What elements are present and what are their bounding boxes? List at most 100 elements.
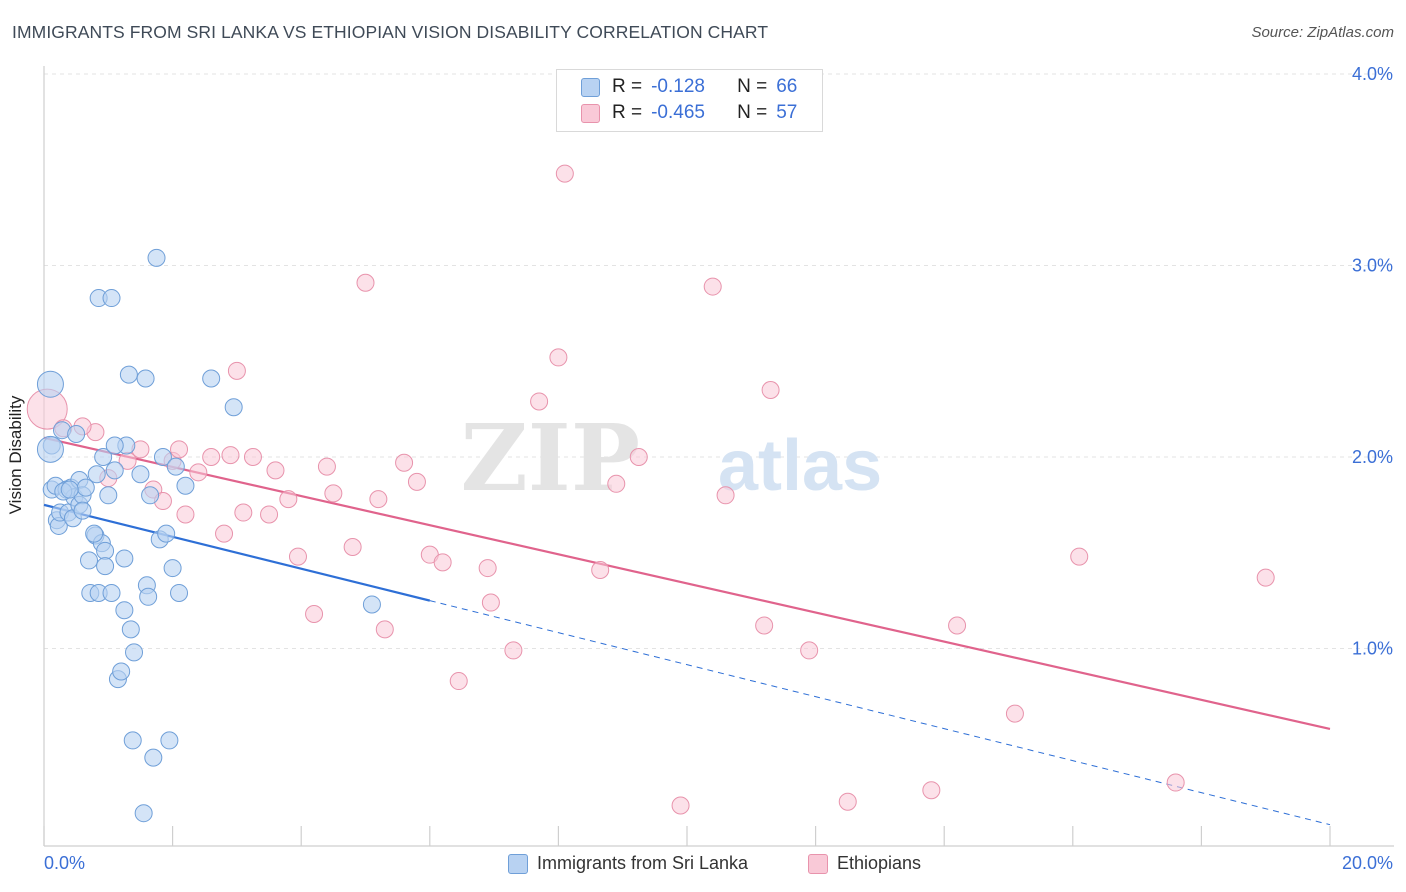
ethiopians-point bbox=[375, 620, 394, 639]
sri-lanka-point bbox=[36, 435, 64, 463]
legend-r-value: -0.465 bbox=[651, 102, 705, 123]
ethiopians-point bbox=[838, 792, 857, 811]
sri-lanka-point bbox=[112, 662, 131, 681]
sri-lanka-point bbox=[160, 731, 179, 750]
watermark-atlas: atlas bbox=[718, 426, 882, 506]
ethiopians-point bbox=[800, 641, 819, 660]
x-tick-label: 0.0% bbox=[44, 853, 85, 873]
ethiopians-point bbox=[356, 273, 375, 292]
ethiopians-point bbox=[1166, 773, 1185, 792]
sri-lanka-point bbox=[163, 559, 182, 578]
series-label: Immigrants from Sri Lanka bbox=[537, 853, 749, 873]
ethiopians-point bbox=[395, 453, 414, 472]
y-tick-label: 3.0% bbox=[1352, 256, 1393, 276]
ethiopians-point bbox=[922, 781, 941, 800]
sri-lanka-point bbox=[105, 436, 124, 455]
ethiopians-point bbox=[288, 547, 307, 566]
sri-lanka-point bbox=[202, 369, 221, 388]
ethiopians-point bbox=[555, 164, 574, 183]
ethiopians-point bbox=[227, 361, 246, 380]
sri-lanka-point bbox=[60, 480, 79, 499]
sri-lanka-point bbox=[96, 541, 115, 560]
ethiopians-point bbox=[260, 505, 279, 524]
series-legend-ethiopians[interactable]: Ethiopians bbox=[808, 853, 921, 874]
sri-lanka-trendline-extension bbox=[429, 600, 1331, 826]
ethiopians-point bbox=[215, 524, 234, 543]
y-tick-label: 1.0% bbox=[1352, 639, 1393, 659]
ethiopians-point bbox=[481, 593, 500, 612]
ethiopians-point bbox=[343, 538, 362, 557]
legend-swatch-blue bbox=[581, 77, 600, 97]
ethiopians-point bbox=[948, 616, 967, 635]
sri-lanka-point bbox=[157, 524, 176, 543]
sri-lanka-point bbox=[99, 486, 118, 505]
sri-lanka-point bbox=[153, 448, 172, 466]
ethiopians-point bbox=[761, 380, 780, 399]
ethiopians-point bbox=[716, 486, 735, 505]
sri-lanka-point bbox=[170, 583, 189, 602]
legend-r-label: R = bbox=[612, 102, 643, 123]
ethiopians-point bbox=[1005, 704, 1024, 723]
sri-lanka-points bbox=[36, 248, 381, 823]
sri-lanka-point bbox=[125, 643, 144, 662]
sri-lanka-point bbox=[115, 549, 134, 568]
ethiopians-point bbox=[243, 448, 262, 466]
sri-lanka-point bbox=[80, 551, 99, 570]
legend-n-label: N = bbox=[737, 76, 768, 97]
ethiopians-point bbox=[305, 605, 324, 624]
sri-lanka-point bbox=[87, 465, 106, 484]
watermark: ZIP atlas bbox=[461, 404, 882, 512]
grid bbox=[44, 73, 1390, 649]
ethiopians-point bbox=[221, 446, 240, 465]
series-legend: Immigrants from Sri Lanka Ethiopians bbox=[0, 851, 1406, 877]
ethiopians-point bbox=[504, 641, 523, 660]
y-axis-label: Vision Disability bbox=[6, 395, 25, 515]
sri-lanka-point bbox=[67, 425, 86, 444]
y-tick-label: 4.0% bbox=[1352, 64, 1393, 84]
sri-lanka-point bbox=[121, 620, 140, 639]
sri-lanka-point bbox=[134, 804, 153, 823]
ethiopians-point bbox=[234, 503, 253, 522]
ethiopians-point bbox=[189, 463, 208, 482]
legend-row-sri-lanka: R = -0.128 N = 66 bbox=[581, 75, 797, 99]
sri-lanka-point bbox=[102, 289, 121, 308]
ethiopians-point bbox=[324, 484, 343, 503]
sri-lanka-point bbox=[139, 587, 158, 606]
ethiopians-point bbox=[407, 472, 426, 491]
legend-n-label: N = bbox=[737, 102, 768, 123]
legend-r-label: R = bbox=[612, 76, 643, 97]
series-swatch-pink bbox=[808, 853, 828, 874]
ethiopians-point bbox=[671, 796, 690, 815]
series-legend-sri-lanka[interactable]: Immigrants from Sri Lanka bbox=[508, 853, 748, 874]
sri-lanka-point bbox=[141, 486, 160, 505]
legend-n-value: 66 bbox=[776, 76, 798, 97]
sri-lanka-point bbox=[115, 601, 134, 620]
sri-lanka-point bbox=[102, 583, 121, 602]
ethiopians-point bbox=[449, 672, 468, 691]
sri-lanka-point bbox=[36, 370, 64, 398]
sri-lanka-point bbox=[73, 501, 92, 520]
ethiopians-point bbox=[478, 559, 497, 578]
ethiopians-point bbox=[607, 474, 626, 493]
ethiopians-point bbox=[591, 560, 610, 579]
sri-lanka-point bbox=[144, 748, 163, 767]
sri-lanka-point bbox=[147, 248, 166, 267]
ethiopians-point bbox=[202, 448, 221, 466]
sri-lanka-point bbox=[105, 461, 124, 480]
legend-swatch-pink bbox=[581, 103, 600, 123]
ethiopians-point bbox=[549, 348, 568, 367]
legend-n-value: 57 bbox=[776, 102, 798, 123]
ethiopians-point bbox=[433, 553, 452, 572]
y-tick-label: 2.0% bbox=[1352, 447, 1393, 467]
ethiopians-point bbox=[1070, 547, 1089, 566]
legend-row-ethiopians: R = -0.465 N = 57 bbox=[581, 101, 797, 125]
ethiopians-point bbox=[703, 277, 722, 296]
ethiopians-point bbox=[279, 490, 298, 509]
ethiopians-point bbox=[755, 616, 774, 635]
sri-lanka-point bbox=[166, 457, 185, 476]
sri-lanka-point bbox=[85, 524, 104, 543]
series-swatch-blue bbox=[508, 853, 528, 874]
correlation-legend: R = -0.128 N = 66 R = -0.465 N = 57 bbox=[556, 69, 823, 132]
sri-lanka-trendline bbox=[43, 503, 431, 602]
